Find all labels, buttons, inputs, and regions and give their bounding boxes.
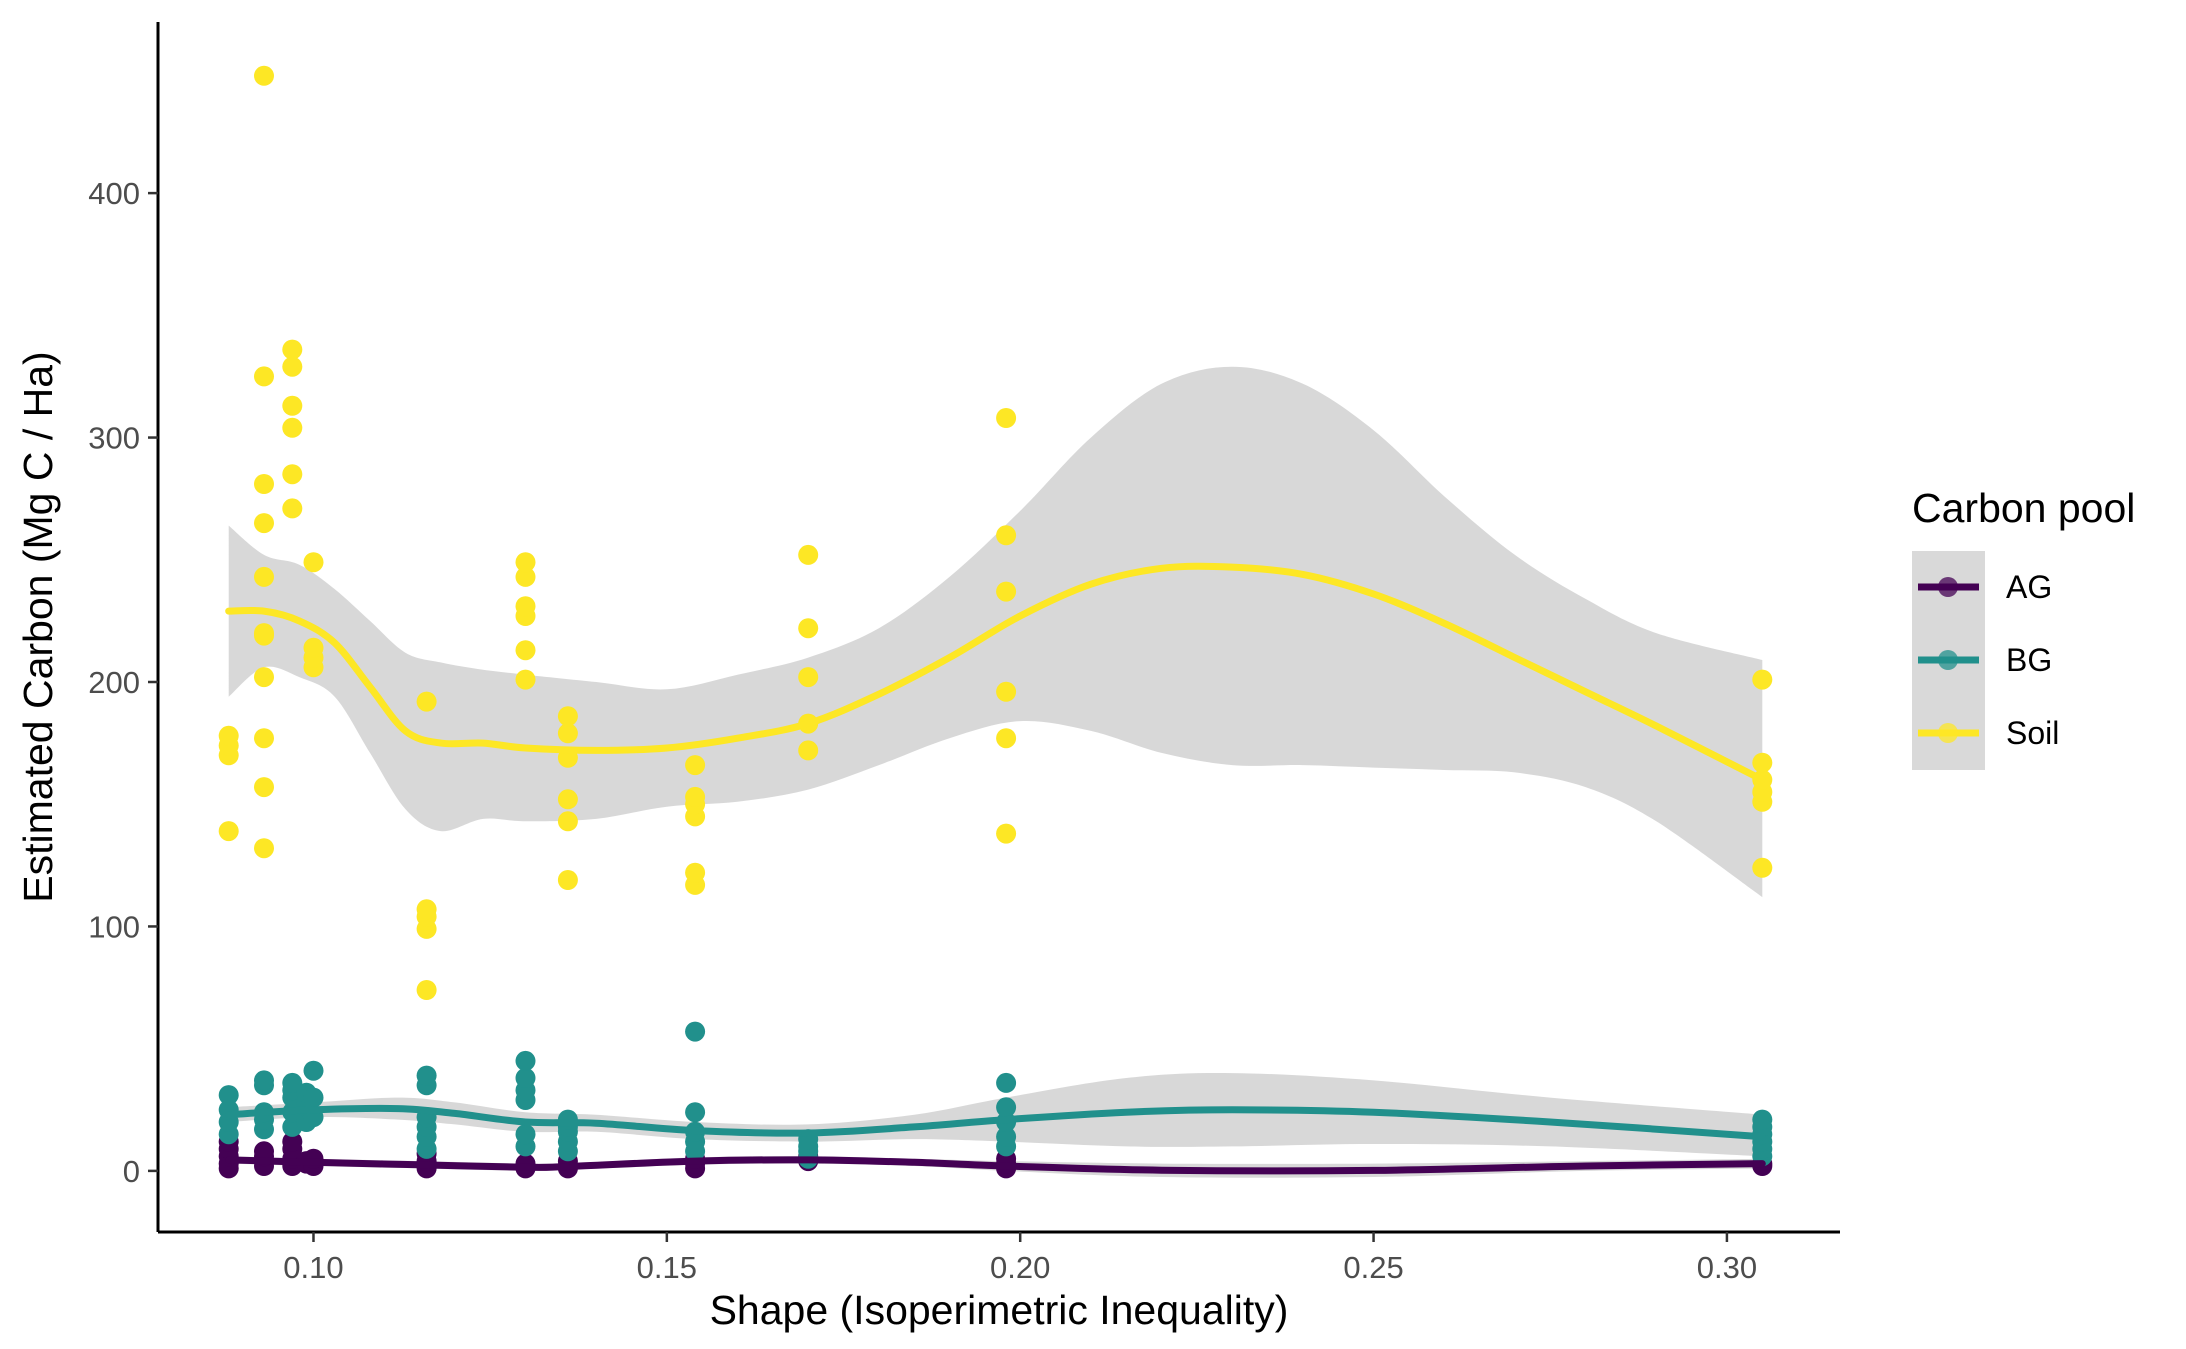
point-soil	[996, 823, 1017, 844]
confidence-bands	[228, 366, 1763, 1178]
point-bg	[303, 1087, 324, 1108]
point-ag	[254, 1141, 274, 1162]
point-soil	[557, 870, 578, 890]
point-bg	[996, 1126, 1017, 1147]
legend-key-point-ag	[1938, 577, 1958, 597]
point-bg	[303, 1060, 324, 1081]
point-bg	[996, 1072, 1017, 1093]
point-soil	[685, 862, 706, 883]
point-soil	[303, 552, 324, 573]
point-bg	[515, 1050, 536, 1071]
point-soil	[1752, 752, 1773, 773]
point-soil	[218, 725, 239, 746]
point-soil	[515, 566, 536, 587]
point-soil	[1752, 857, 1773, 878]
point-bg	[515, 1124, 536, 1145]
point-soil	[303, 637, 324, 658]
point-soil	[557, 723, 578, 744]
legend: Carbon pool AG BG Soil	[1912, 485, 2135, 770]
point-soil	[416, 980, 437, 1000]
point-soil	[798, 667, 819, 688]
y-tick-label: 100	[88, 909, 140, 944]
smooth-line-ag	[225, 1156, 1766, 1175]
point-soil	[996, 525, 1017, 546]
point-soil	[282, 395, 303, 416]
point-soil	[282, 498, 303, 519]
point-bg	[254, 1070, 274, 1091]
point-soil	[254, 366, 274, 387]
point-soil	[557, 811, 578, 832]
point-soil	[996, 728, 1017, 749]
legend-title: Carbon pool	[1912, 485, 2135, 531]
legend-key-point-soil	[1938, 723, 1958, 743]
point-bg	[515, 1068, 536, 1088]
point-soil	[557, 789, 578, 810]
point-soil	[254, 623, 274, 644]
point-bg	[996, 1097, 1017, 1118]
x-tick-label: 0.25	[1343, 1250, 1403, 1285]
point-soil	[254, 566, 274, 587]
point-soil	[254, 667, 274, 688]
point-soil	[282, 417, 303, 438]
x-tick-label: 0.20	[990, 1250, 1050, 1285]
legend-key-point-bg	[1938, 650, 1958, 670]
legend-label-bg: BG	[2006, 642, 2052, 678]
y-tick-label: 300	[88, 421, 140, 456]
point-soil	[416, 691, 437, 712]
axis-ticks: 0.10 0.15 0.20 0.25 0.30 0 100 200 300 400	[88, 176, 1757, 1285]
point-soil	[282, 356, 303, 377]
x-tick-label: 0.10	[283, 1250, 343, 1285]
point-soil	[798, 740, 819, 761]
point-soil	[515, 596, 536, 617]
point-bg	[282, 1072, 303, 1093]
point-soil	[515, 669, 536, 690]
point-soil	[515, 640, 536, 661]
point-soil	[282, 464, 303, 485]
point-soil	[416, 899, 437, 920]
point-soil	[254, 474, 274, 494]
point-bg	[218, 1085, 239, 1106]
y-tick-label: 0	[123, 1154, 140, 1189]
point-soil	[996, 681, 1017, 702]
smooth-lines	[225, 562, 1766, 1175]
x-tick-label: 0.15	[637, 1250, 697, 1285]
point-soil	[996, 581, 1017, 602]
y-axis-title: Estimated Carbon (Mg C / Ha)	[15, 351, 61, 902]
band-bg	[228, 1073, 1763, 1157]
point-bg	[1752, 1109, 1773, 1130]
point-soil	[685, 786, 706, 807]
x-axis-title: Shape (Isoperimetric Inequality)	[710, 1287, 1289, 1333]
smooth-line-bg	[225, 1104, 1766, 1141]
x-tick-label: 0.30	[1697, 1250, 1757, 1285]
point-soil	[254, 65, 274, 86]
point-soil	[254, 838, 274, 859]
point-soil	[218, 821, 239, 842]
point-bg	[685, 1102, 706, 1123]
legend-items: AG BG Soil	[1918, 569, 2059, 751]
point-soil	[1752, 669, 1773, 690]
point-soil	[685, 755, 706, 776]
y-tick-label: 400	[88, 176, 140, 211]
point-bg	[416, 1065, 437, 1086]
point-soil	[557, 706, 578, 727]
point-soil	[515, 552, 536, 573]
y-tick-label: 200	[88, 665, 140, 700]
point-ag	[282, 1131, 303, 1152]
smooth-line-soil	[225, 562, 1766, 784]
point-soil	[282, 339, 303, 360]
legend-label-ag: AG	[2006, 569, 2052, 605]
point-soil	[254, 777, 274, 798]
point-soil	[798, 618, 819, 639]
point-bg	[685, 1021, 706, 1042]
point-soil	[254, 513, 274, 534]
point-soil	[798, 544, 819, 565]
legend-label-soil: Soil	[2006, 715, 2059, 751]
point-soil	[996, 408, 1017, 428]
point-soil	[254, 728, 274, 749]
